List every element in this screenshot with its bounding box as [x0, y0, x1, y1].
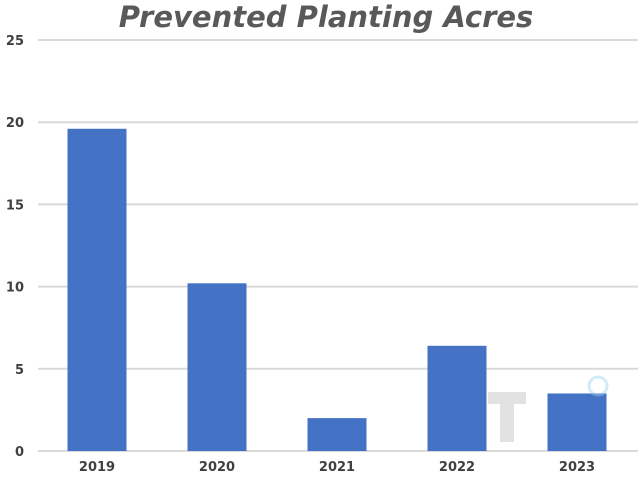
bar-2023: [547, 393, 607, 451]
x-tick-label: 2021: [319, 460, 355, 475]
x-axis-ticks: 2019 2020 2021 2022 2023: [79, 460, 595, 475]
y-tick-label: 25: [6, 34, 24, 49]
y-tick-label: 0: [15, 445, 24, 460]
chart-title: Prevented Planting Acres: [119, 0, 534, 34]
bar-2020: [187, 283, 247, 451]
x-tick-label: 2020: [199, 460, 235, 475]
y-axis-ticks: 0 5 10 15 20 25: [6, 34, 24, 460]
bars: [67, 128, 607, 451]
x-tick-label: 2023: [559, 460, 595, 475]
x-tick-label: 2019: [79, 460, 115, 475]
bar-2019: [67, 128, 127, 451]
watermark-logo: [488, 375, 609, 442]
y-tick-label: 20: [6, 116, 24, 131]
bar-2021: [307, 418, 367, 451]
y-tick-label: 10: [6, 281, 24, 296]
y-tick-label: 5: [15, 363, 24, 378]
gridlines: [38, 39, 638, 452]
bar-2022: [427, 345, 487, 451]
x-tick-label: 2022: [439, 460, 475, 475]
y-tick-label: 15: [6, 198, 24, 213]
